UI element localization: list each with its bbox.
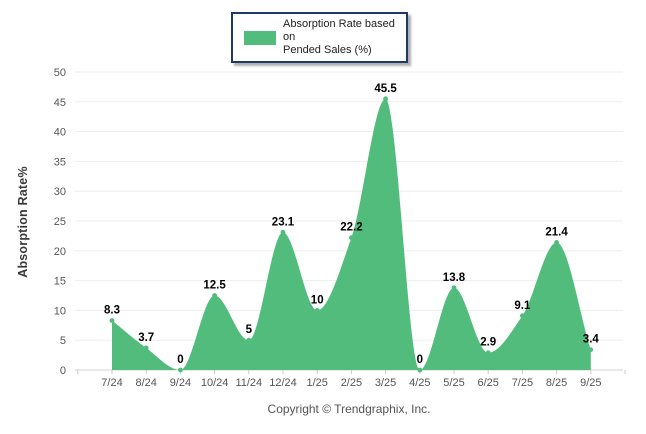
x-axis-tick-label: 2/25 bbox=[341, 377, 362, 389]
legend-series-label: Absorption Rate based on Pended Sales (%… bbox=[283, 18, 398, 57]
data-point-label: 9.1 bbox=[514, 300, 531, 312]
y-axis-tick-label: 10 bbox=[54, 305, 66, 317]
y-axis-tick-label: 20 bbox=[54, 246, 66, 258]
data-point-label: 13.8 bbox=[443, 272, 466, 284]
legend-series-label-line1: Absorption Rate based on bbox=[283, 18, 395, 43]
x-axis-tick-label: 8/25 bbox=[546, 377, 567, 389]
data-point-marker bbox=[109, 318, 115, 323]
data-point-marker bbox=[485, 350, 491, 356]
copyright-text: Copyright © Trendgraphix, Inc. bbox=[267, 402, 431, 416]
x-axis-tick-label: 11/24 bbox=[235, 377, 262, 389]
data-point-marker bbox=[246, 337, 252, 343]
data-point-marker bbox=[143, 345, 149, 351]
data-point-label: 22.2 bbox=[340, 222, 362, 234]
x-axis-tick-label: 6/25 bbox=[477, 377, 498, 389]
x-axis-tick-label: 1/25 bbox=[306, 377, 327, 389]
data-point-marker bbox=[314, 308, 320, 313]
legend-series-swatch-icon bbox=[244, 30, 276, 45]
x-axis-tick-label: 5/25 bbox=[443, 377, 464, 389]
data-point-label: 8.3 bbox=[104, 305, 120, 317]
y-axis-tick-label: 0 bbox=[60, 365, 66, 377]
data-point-marker bbox=[212, 293, 218, 298]
data-point-marker bbox=[178, 367, 183, 373]
data-point-marker bbox=[417, 367, 423, 373]
y-axis-tick-label: 5 bbox=[60, 335, 66, 347]
data-point-label: 0 bbox=[417, 354, 423, 366]
y-axis-tick-label: 15 bbox=[54, 276, 66, 288]
data-point-label: 21.4 bbox=[545, 226, 568, 238]
data-point-marker bbox=[588, 347, 594, 353]
y-axis-tick-label: 30 bbox=[54, 186, 66, 198]
legend-series-label-line2: Pended Sales (%) bbox=[283, 44, 372, 56]
data-point-label: 3.7 bbox=[138, 332, 154, 344]
data-point-label: 0 bbox=[177, 354, 183, 366]
data-point-label: 12.5 bbox=[203, 280, 226, 292]
data-point-marker bbox=[451, 285, 457, 291]
x-axis-tick-label: 3/25 bbox=[375, 377, 396, 389]
y-axis-tick-label: 35 bbox=[54, 156, 66, 168]
data-point-marker bbox=[520, 313, 525, 319]
legend: Absorption Rate based on Pended Sales (%… bbox=[231, 12, 408, 63]
y-axis-tick-label: 25 bbox=[54, 216, 66, 228]
x-axis-tick-label: 12/24 bbox=[269, 377, 297, 389]
data-point-label: 23.1 bbox=[272, 216, 295, 228]
data-point-marker bbox=[554, 240, 559, 245]
x-axis-tick-label: 7/24 bbox=[101, 377, 122, 389]
data-point-marker bbox=[349, 235, 354, 241]
area-series bbox=[112, 98, 591, 370]
data-point-label: 3.4 bbox=[583, 334, 600, 346]
y-axis-tick-label: 50 bbox=[54, 67, 66, 79]
x-axis-tick-label: 7/25 bbox=[512, 377, 533, 389]
y-axis-tick-label: 45 bbox=[54, 97, 66, 109]
data-point-marker bbox=[280, 229, 286, 235]
x-axis-tick-label: 9/24 bbox=[170, 377, 191, 389]
x-axis-tick-label: 4/25 bbox=[409, 377, 430, 389]
x-axis-tick-label: 10/24 bbox=[201, 377, 229, 389]
x-axis-tick-label: 8/24 bbox=[135, 377, 156, 389]
data-point-label: 10 bbox=[311, 294, 324, 306]
data-point-label: 2.9 bbox=[480, 337, 496, 349]
x-axis-tick-label: 9/25 bbox=[580, 377, 601, 389]
y-axis-title: Absorption Rate% bbox=[16, 166, 30, 278]
data-point-label: 5 bbox=[246, 324, 253, 336]
data-point-label: 45.5 bbox=[374, 83, 397, 95]
y-axis-tick-label: 40 bbox=[54, 127, 66, 139]
data-point-marker bbox=[383, 96, 388, 102]
